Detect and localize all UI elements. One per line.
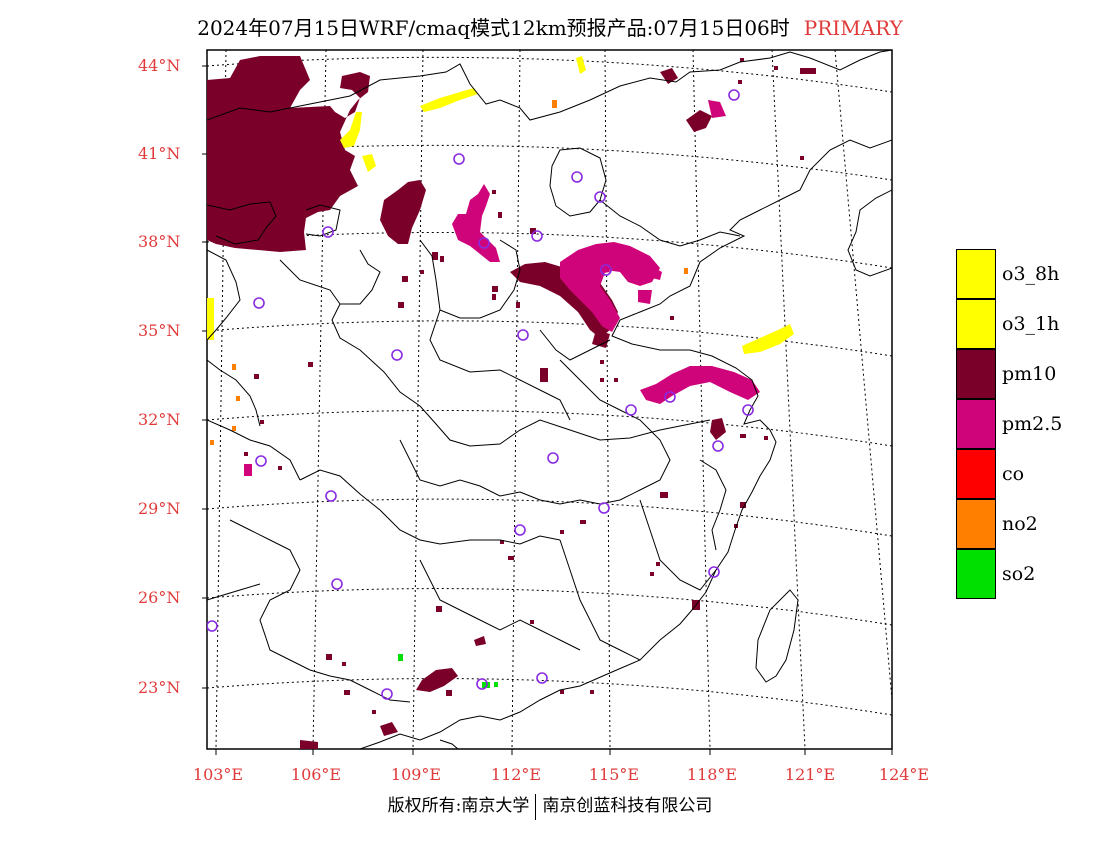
pm10-blob-inner-mongolia bbox=[207, 56, 370, 252]
pm25-blob-jiangsu bbox=[640, 366, 760, 404]
lon-label-109e: 109°E bbox=[390, 765, 442, 784]
lat-label-29n: 29°N bbox=[138, 499, 181, 518]
legend-label: so2 bbox=[1002, 563, 1036, 585]
lon-label-115e: 115°E bbox=[588, 765, 640, 784]
legend-item-o3-1h: o3_1h bbox=[956, 299, 1096, 349]
legend-item-pm25: pm2.5 bbox=[956, 399, 1096, 449]
lat-label-26n: 26°N bbox=[138, 588, 181, 607]
legend-label: co bbox=[1002, 463, 1025, 485]
lon-label-106e: 106°E bbox=[290, 765, 342, 784]
so2-spots bbox=[398, 654, 498, 688]
map-title: 2024年07月15日WRF/cmaq模式12km预报产品:07月15日06时 P… bbox=[0, 12, 1100, 41]
legend-label: pm2.5 bbox=[1002, 413, 1063, 435]
legend-swatch bbox=[956, 349, 996, 399]
lat-label-41n: 41°N bbox=[138, 144, 181, 163]
meridian-115e bbox=[604, 50, 611, 749]
pm10-blob-ordos bbox=[380, 180, 426, 244]
station-markers bbox=[207, 89, 754, 700]
o3-blob-mongolia bbox=[420, 88, 478, 112]
meridian-124e bbox=[834, 50, 892, 701]
legend-swatch bbox=[956, 549, 996, 599]
lat-label-23n: 23°N bbox=[138, 678, 181, 697]
lon-label-118e: 118°E bbox=[686, 765, 738, 784]
lon-label-124e: 124°E bbox=[878, 765, 930, 784]
legend-label: pm10 bbox=[1002, 363, 1057, 385]
legend-swatch bbox=[956, 249, 996, 299]
taiwan-outline bbox=[755, 589, 799, 683]
meridian-109e bbox=[412, 50, 424, 749]
boundaries bbox=[207, 50, 892, 749]
legend-swatch bbox=[956, 399, 996, 449]
legend-label: o3_1h bbox=[1002, 313, 1060, 335]
legend-label: o3_8h bbox=[1002, 263, 1060, 285]
lat-label-35n: 35°N bbox=[138, 321, 181, 340]
legend-swatch bbox=[956, 299, 996, 349]
legend-item-no2: no2 bbox=[956, 499, 1096, 549]
no2-spots bbox=[210, 100, 688, 445]
lat-label-38n: 38°N bbox=[138, 232, 181, 251]
title-tag: PRIMARY bbox=[803, 16, 903, 40]
pm25-regions bbox=[244, 100, 760, 476]
legend-item-pm10: pm10 bbox=[956, 349, 1096, 399]
pm25-blob-shanxi bbox=[452, 184, 500, 262]
lat-label-32n: 32°N bbox=[138, 410, 181, 429]
o3-blob-north bbox=[340, 112, 362, 148]
pm10-scatter bbox=[244, 58, 804, 714]
o3-blob-sea bbox=[742, 324, 794, 354]
tick-marks bbox=[202, 65, 893, 755]
pm25-blob-hebei bbox=[560, 242, 660, 332]
legend-item-co: co bbox=[956, 449, 1096, 499]
lon-label-103e: 103°E bbox=[192, 765, 244, 784]
meridian-118e bbox=[692, 50, 711, 749]
meridian-112e bbox=[511, 50, 521, 749]
legend-label: no2 bbox=[1002, 513, 1038, 535]
o3-regions bbox=[207, 56, 794, 354]
lon-label-121e: 121°E bbox=[784, 765, 836, 784]
legend-swatch bbox=[956, 449, 996, 499]
title-main: 2024年07月15日WRF/cmaq模式12km预报产品:07月15日06时 bbox=[197, 16, 790, 40]
legend-swatch bbox=[956, 499, 996, 549]
footer-right: 南京创蓝科技有限公司 bbox=[542, 796, 713, 816]
lon-label-112e: 112°E bbox=[490, 765, 542, 784]
copyright-footer: 版权所有:南京大学 南京创蓝科技有限公司 bbox=[0, 791, 1100, 820]
lat-label-44n: 44°N bbox=[138, 56, 181, 75]
footer-divider bbox=[535, 793, 537, 820]
legend-item-o3-8h: o3_8h bbox=[956, 249, 1096, 299]
footer-left: 版权所有:南京大学 bbox=[387, 796, 530, 816]
meridian-121e bbox=[771, 50, 806, 749]
pm10-blob-south bbox=[416, 668, 458, 692]
legend-item-so2: so2 bbox=[956, 549, 1096, 599]
